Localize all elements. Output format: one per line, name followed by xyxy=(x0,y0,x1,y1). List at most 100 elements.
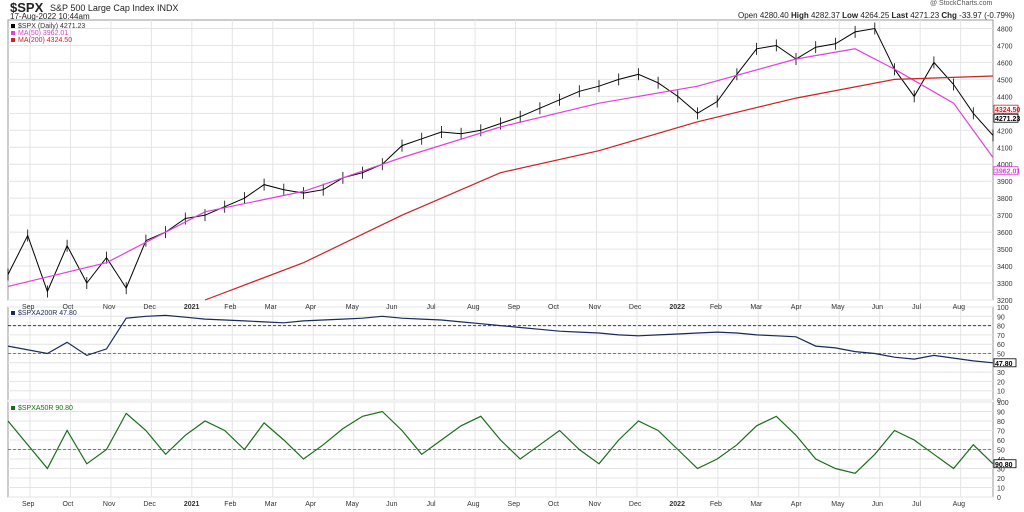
y-tick-label: 60 xyxy=(997,342,1005,349)
x-tick-label: Oct xyxy=(548,304,559,311)
low-label: Low xyxy=(842,11,859,20)
price-label: 4271.23 xyxy=(995,116,1020,123)
x-tick-label: May xyxy=(831,501,845,508)
x-tick-label: 2022 xyxy=(669,501,685,508)
x-tick-label: Mar xyxy=(265,501,278,508)
x-tick-label: Jun xyxy=(386,304,397,311)
x-tick-label: Apr xyxy=(791,304,803,311)
legend-swatch xyxy=(11,38,15,42)
y-tick-label: 4800 xyxy=(997,26,1013,33)
open-value: 4280.40 xyxy=(759,11,789,20)
series-line xyxy=(7,314,994,364)
y-tick-label: 30 xyxy=(997,370,1005,377)
legend-entry: $SPXA50R 90.80 xyxy=(18,405,73,412)
x-tick-label: Apr xyxy=(305,304,317,311)
y-tick-label: 30 xyxy=(997,467,1005,474)
exchange-label: INDX xyxy=(156,3,179,13)
high-value: 4282.37 xyxy=(810,11,840,20)
x-tick-label: Oct xyxy=(62,304,73,311)
security-name: S&P 500 Large Cap Index INDX xyxy=(50,3,178,13)
series-line xyxy=(7,410,994,474)
x-tick-label: May xyxy=(831,304,845,311)
price-panel-frame xyxy=(7,19,994,301)
x-tick-label: Jul xyxy=(912,501,921,508)
y-tick-label: 10 xyxy=(997,486,1005,493)
y-tick-label: 80 xyxy=(997,324,1005,331)
x-tick-label: Dec xyxy=(629,501,642,508)
y-tick-label: 3900 xyxy=(997,179,1013,186)
y-tick-label: 90 xyxy=(997,410,1005,417)
x-tick-label: Sep xyxy=(22,304,35,311)
x-tick-label: May xyxy=(346,304,360,311)
x-tick-label: Oct xyxy=(62,501,73,508)
y-tick-label: 60 xyxy=(997,438,1005,445)
symbol-title: $SPX xyxy=(10,0,44,15)
security-name-text: S&P 500 Large Cap Index xyxy=(50,3,155,13)
x-tick-label: Dec xyxy=(143,304,156,311)
x-tick-label: Nov xyxy=(588,501,601,508)
x-tick-label: Feb xyxy=(710,304,722,311)
x-tick-label: Jul xyxy=(427,501,436,508)
x-tick-label: Jun xyxy=(386,501,397,508)
x-tick-label: 2022 xyxy=(669,304,685,311)
y-tick-label: 4000 xyxy=(997,162,1013,169)
x-tick-label: Sep xyxy=(508,304,521,311)
y-tick-label: 3400 xyxy=(997,264,1013,271)
end-value-label: 47.80 xyxy=(995,361,1013,368)
end-value-box xyxy=(993,358,1017,368)
x-tick-label: Feb xyxy=(224,304,236,311)
legend-entry: $SPX (Daily) 4271.23 xyxy=(18,23,85,30)
y-tick-label: 4500 xyxy=(997,77,1013,84)
y-tick-label: 90 xyxy=(997,314,1005,321)
x-tick-label: Mar xyxy=(750,501,763,508)
last-label: Last xyxy=(891,11,908,20)
chg-label: Chg xyxy=(941,11,957,20)
y-tick-label: 4200 xyxy=(997,128,1013,135)
x-tick-label: Aug xyxy=(953,304,966,311)
y-tick-label: 3500 xyxy=(997,247,1013,254)
y-tick-label: 100 xyxy=(997,305,1009,312)
x-tick-label: Oct xyxy=(548,501,559,508)
x-tick-label: Aug xyxy=(467,501,480,508)
y-tick-label: 50 xyxy=(997,352,1005,359)
x-tick-label: May xyxy=(346,501,360,508)
y-tick-label: 4100 xyxy=(997,145,1013,152)
x-tick-label: Feb xyxy=(224,501,236,508)
x-tick-label: Nov xyxy=(103,304,116,311)
y-tick-label: 3300 xyxy=(997,281,1013,288)
last-value: 4271.23 xyxy=(910,11,940,20)
y-tick-label: 0 xyxy=(997,398,1001,405)
end-value-label: 90.80 xyxy=(995,462,1013,469)
x-tick-label: Feb xyxy=(710,501,722,508)
price-label-box xyxy=(993,166,1019,176)
series-line xyxy=(204,75,994,301)
x-tick-label: Nov xyxy=(103,501,116,508)
y-tick-label: 10 xyxy=(997,389,1005,396)
y-tick-label: 3200 xyxy=(997,298,1013,305)
x-tick-label: Apr xyxy=(305,501,317,508)
x-tick-label: Sep xyxy=(508,501,521,508)
y-tick-label: 4400 xyxy=(997,94,1013,101)
legend-swatch xyxy=(11,406,15,410)
x-tick-label: Dec xyxy=(143,501,156,508)
ohlc-readout: Open 4280.40 High 4282.37 Low 4264.25 La… xyxy=(738,11,1015,20)
legend-swatch xyxy=(11,24,15,28)
y-tick-label: 70 xyxy=(997,333,1005,340)
y-tick-label: 3600 xyxy=(997,230,1013,237)
y-tick-label: 3800 xyxy=(997,196,1013,203)
x-tick-label: Sep xyxy=(22,501,35,508)
x-tick-label: Jun xyxy=(872,501,883,508)
price-label-box xyxy=(993,113,1019,123)
x-tick-label: Aug xyxy=(953,501,966,508)
x-tick-label: Aug xyxy=(467,304,480,311)
x-tick-label: Dec xyxy=(629,304,642,311)
y-tick-label: 20 xyxy=(997,379,1005,386)
high-label: High xyxy=(790,11,809,20)
x-tick-label: Jul xyxy=(427,304,436,311)
open-label: Open xyxy=(738,11,758,20)
end-value-box xyxy=(993,459,1017,469)
y-tick-label: 100 xyxy=(997,400,1009,407)
legend-entry: MA(200) 4324.50 xyxy=(18,37,72,44)
y-tick-label: 70 xyxy=(997,429,1005,436)
